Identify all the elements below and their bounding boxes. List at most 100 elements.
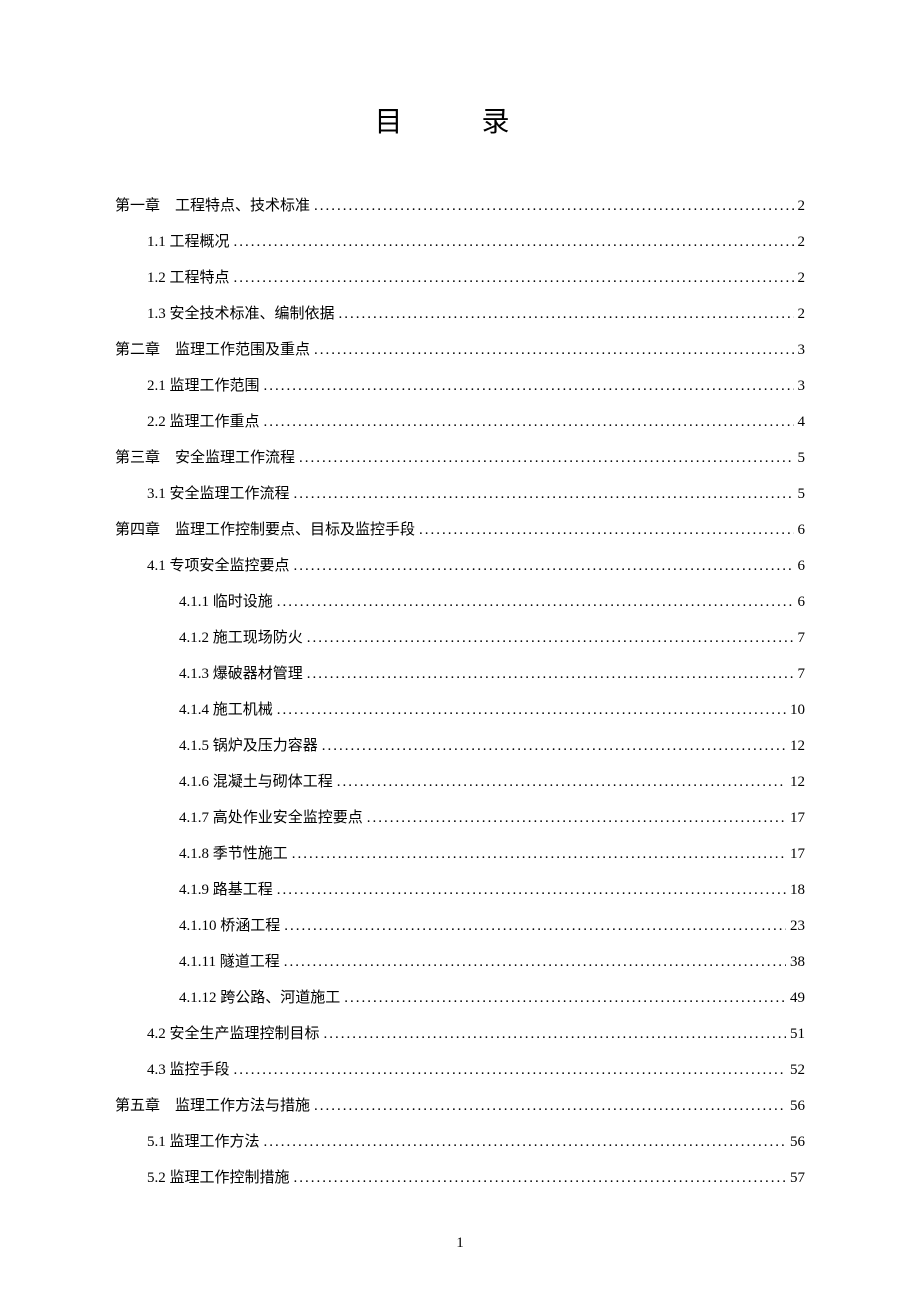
toc-entry: 4.3 监控手段 52 [115, 1052, 805, 1088]
toc-dots [277, 692, 786, 728]
toc-entry-label: 第二章 监理工作范围及重点 [115, 332, 310, 368]
toc-entry: 第五章 监理工作方法与措施56 [115, 1088, 805, 1124]
toc-entry: 4.1.2 施工现场防火 7 [115, 620, 805, 656]
toc-entry-label: 5.2 监理工作控制措施 [147, 1160, 290, 1196]
toc-entry-label: 4.1.5 锅炉及压力容器 [179, 728, 318, 764]
toc-dots [264, 1124, 786, 1160]
toc-dots [344, 980, 786, 1016]
toc-entry-label: 4.1.3 爆破器材管理 [179, 656, 303, 692]
toc-entry-page: 2 [798, 188, 806, 224]
toc-entry: 2.1 监理工作范围 3 [115, 368, 805, 404]
toc-dots [294, 1160, 786, 1196]
toc-entry-page: 2 [798, 224, 806, 260]
toc-dots [277, 584, 794, 620]
toc-entry-label: 4.1.12 跨公路、河道施工 [179, 980, 340, 1016]
toc-dots [264, 404, 794, 440]
toc-entry-label: 2.2 监理工作重点 [147, 404, 260, 440]
toc-entry-label: 4.1.2 施工现场防火 [179, 620, 303, 656]
toc-dots [419, 512, 793, 548]
toc-dots [314, 1088, 786, 1124]
toc-entry-label: 4.1.7 高处作业安全监控要点 [179, 800, 363, 836]
toc-entry-label: 第一章 工程特点、技术标准 [115, 188, 310, 224]
toc-dots [294, 476, 794, 512]
toc-entry: 5.1 监理工作方法 56 [115, 1124, 805, 1160]
toc-dots [324, 1016, 786, 1052]
toc-entry: 1.2 工程特点 2 [115, 260, 805, 296]
toc-entry: 5.2 监理工作控制措施 57 [115, 1160, 805, 1196]
toc-entry-page: 51 [790, 1016, 805, 1052]
toc-entry-page: 7 [798, 620, 806, 656]
toc-entry-label: 4.1.10 桥涵工程 [179, 908, 280, 944]
toc-entry-page: 49 [790, 980, 805, 1016]
toc-entry-page: 2 [798, 260, 806, 296]
toc-entry-label: 4.1.11 隧道工程 [179, 944, 280, 980]
toc-entry: 第三章 安全监理工作流程 5 [115, 440, 805, 476]
toc-entry-page: 56 [790, 1124, 805, 1160]
toc-dots [314, 188, 793, 224]
toc-entry-label: 1.2 工程特点 [147, 260, 230, 296]
toc-entry: 2.2 监理工作重点 4 [115, 404, 805, 440]
toc-entry-label: 4.1.6 混凝土与砌体工程 [179, 764, 333, 800]
toc-entry-page: 12 [790, 728, 805, 764]
page-title: 目 录 [115, 100, 805, 140]
toc-dots [284, 908, 786, 944]
toc-entry: 3.1 安全监理工作流程5 [115, 476, 805, 512]
toc-entry-page: 6 [798, 584, 806, 620]
toc-entry: 4.1.11 隧道工程38 [115, 944, 805, 980]
toc-dots [339, 296, 794, 332]
toc-entry: 4.1.7 高处作业安全监控要点17 [115, 800, 805, 836]
toc-entry: 4.1.3 爆破器材管理 7 [115, 656, 805, 692]
toc-entry: 4.1.5 锅炉及压力容器 12 [115, 728, 805, 764]
toc-entry-page: 18 [790, 872, 805, 908]
toc-entry: 4.1.10 桥涵工程 23 [115, 908, 805, 944]
toc-dots [284, 944, 786, 980]
toc-dots [294, 548, 794, 584]
toc-dots [264, 368, 794, 404]
toc-entry-page: 12 [790, 764, 805, 800]
toc-entry: 4.1.9 路基工程 18 [115, 872, 805, 908]
toc-entry: 第一章 工程特点、技术标准 2 [115, 188, 805, 224]
toc-entry-page: 23 [790, 908, 805, 944]
toc-entry-page: 57 [790, 1160, 805, 1196]
toc-dots [299, 440, 793, 476]
toc-dots [314, 332, 793, 368]
toc-entry-page: 6 [798, 512, 806, 548]
toc-entry-page: 2 [798, 296, 806, 332]
toc-dots [234, 1052, 786, 1088]
toc-entry-label: 1.1 工程概况 [147, 224, 230, 260]
toc-dots [277, 872, 786, 908]
toc-entry-page: 3 [798, 332, 806, 368]
toc-entry-page: 56 [790, 1088, 805, 1124]
document-page: 目 录 第一章 工程特点、技术标准21.1 工程概况21.2 工程特点21.3 … [0, 0, 920, 1236]
toc-entry: 4.1.4 施工机械 10 [115, 692, 805, 728]
toc-entry-label: 1.3 安全技术标准、编制依据 [147, 296, 335, 332]
toc-entry-page: 3 [798, 368, 806, 404]
toc-entry-page: 7 [798, 656, 806, 692]
toc-entry-label: 2.1 监理工作范围 [147, 368, 260, 404]
toc-entry-label: 4.2 安全生产监理控制目标 [147, 1016, 320, 1052]
toc-entry: 4.2 安全生产监理控制目标 51 [115, 1016, 805, 1052]
toc-entry: 1.1 工程概况 2 [115, 224, 805, 260]
toc-entry-label: 4.3 监控手段 [147, 1052, 230, 1088]
toc-entry-label: 4.1 专项安全监控要点 [147, 548, 290, 584]
toc-entry: 1.3 安全技术标准、编制依据 2 [115, 296, 805, 332]
toc-entry: 第二章 监理工作范围及重点 3 [115, 332, 805, 368]
toc-entry-page: 4 [798, 404, 806, 440]
toc-entry: 4.1.1 临时设施 6 [115, 584, 805, 620]
toc-entry: 4.1.6 混凝土与砌体工程 12 [115, 764, 805, 800]
toc-entry-page: 5 [798, 440, 806, 476]
toc-entry-label: 4.1.8 季节性施工 [179, 836, 288, 872]
page-number: 1 [0, 1235, 920, 1252]
toc-entry-page: 17 [790, 836, 805, 872]
toc-entry-label: 4.1.9 路基工程 [179, 872, 273, 908]
toc-entry-page: 6 [798, 548, 806, 584]
toc-entry-page: 5 [798, 476, 806, 512]
toc-entry-label: 5.1 监理工作方法 [147, 1124, 260, 1160]
toc-entry-label: 4.1.1 临时设施 [179, 584, 273, 620]
toc-entry-label: 4.1.4 施工机械 [179, 692, 273, 728]
toc-entry-page: 52 [790, 1052, 805, 1088]
toc-entry-label: 第三章 安全监理工作流程 [115, 440, 295, 476]
toc-entry-page: 10 [790, 692, 805, 728]
toc-dots [367, 800, 786, 836]
toc-entry: 4.1.12 跨公路、河道施工 49 [115, 980, 805, 1016]
